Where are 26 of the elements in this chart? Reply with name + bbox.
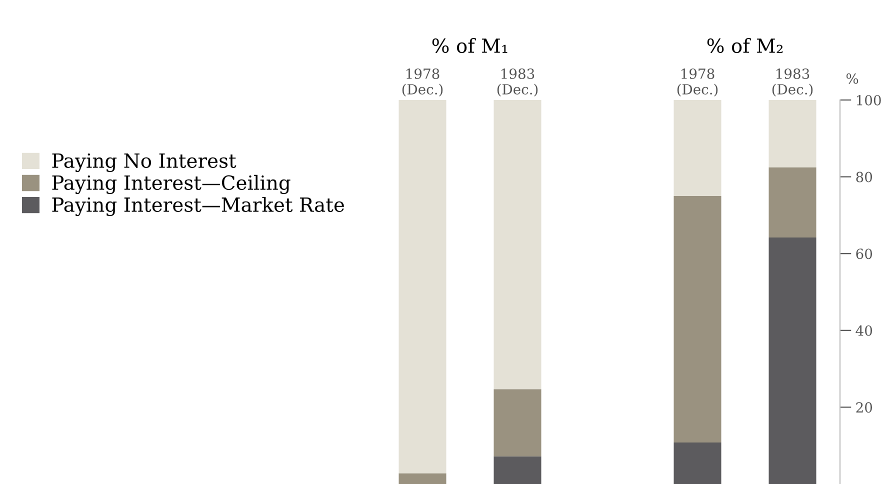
bar	[674, 100, 722, 196]
bar	[674, 196, 722, 443]
bar	[494, 456, 542, 484]
y-tick-label: 80	[856, 172, 872, 182]
chart-title: % of M₁	[432, 38, 508, 54]
bar	[768, 100, 816, 168]
y-tick-label: 40	[856, 325, 872, 336]
y-tick-label: 20	[856, 402, 872, 413]
bar	[494, 100, 542, 390]
x-tick-label: 1983 (Dec.)	[772, 68, 813, 96]
x-tick-label: 1978 (Dec.)	[402, 68, 443, 96]
x-tick-label: 1978 (Dec.)	[677, 68, 718, 96]
bar	[768, 167, 816, 238]
bar	[398, 100, 446, 474]
y-tick-label: 60	[856, 248, 872, 260]
y-tick-label: 100	[856, 94, 881, 106]
y-axis-title: %	[846, 73, 858, 84]
bar	[674, 442, 722, 484]
chart-title: % of M₂	[707, 38, 782, 54]
bar	[768, 237, 816, 484]
legend-label: Paying No Interest	[52, 153, 236, 172]
bar	[494, 389, 542, 456]
bar	[398, 473, 446, 484]
legend-label: Paying Interest—Market Rate	[52, 196, 344, 216]
x-tick-label: 1983 (Dec.)	[497, 68, 538, 96]
legend-label: Paying Interest—Ceiling	[52, 174, 290, 194]
